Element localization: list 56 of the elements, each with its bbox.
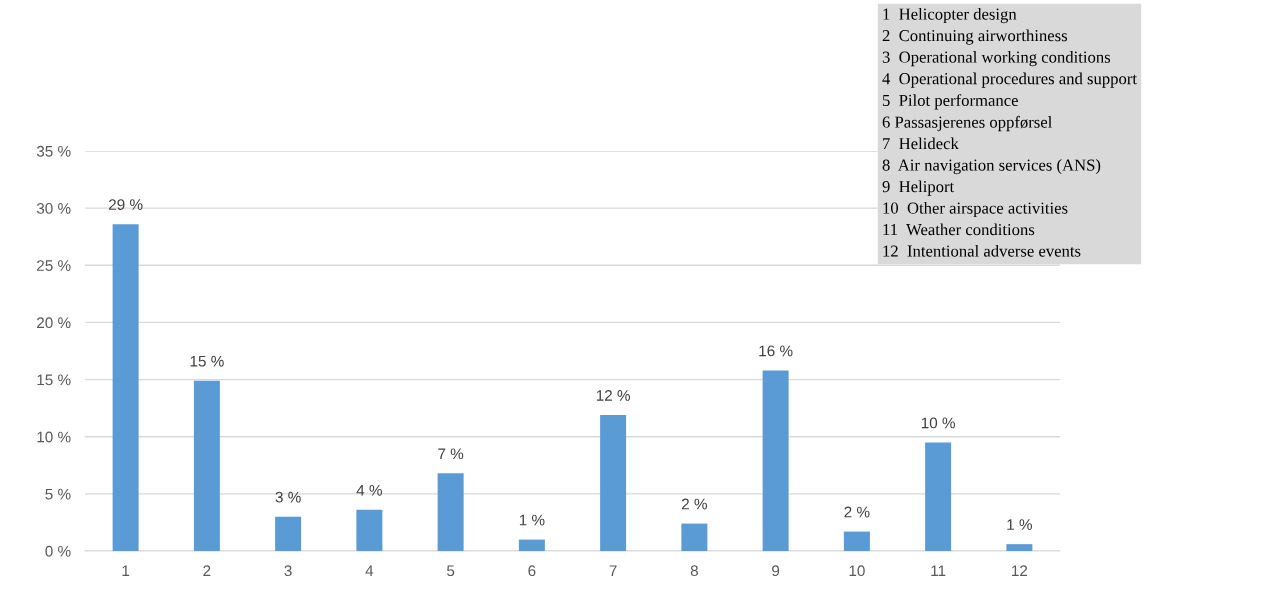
data-label: 10 %	[921, 417, 955, 429]
y-tick-label: 35 %	[36, 145, 71, 157]
x-tick-label: 12	[1012, 565, 1028, 576]
y-tick-label: 30 %	[36, 203, 71, 214]
text: 5 Pilot performance	[882, 94, 1018, 110]
x-tick-label: 1	[122, 565, 130, 576]
annotation: 12 Intentional adverse events	[883, 244, 1081, 257]
data-label: 1 %	[519, 514, 545, 526]
annotation: 8 Air navigation services (ANS)	[882, 158, 1101, 175]
data-label: 1 %	[1007, 519, 1032, 530]
text: 4 Operational procedures and support	[882, 72, 1137, 88]
bar	[356, 509, 383, 551]
x-tick-label: 5	[446, 565, 455, 577]
x-tick-label: 11	[931, 565, 946, 576]
text: 1 Helicopter design	[883, 8, 1017, 24]
data-label: 16 %	[759, 345, 793, 357]
data-label: 12 %	[596, 390, 630, 401]
x-tick-label: 4	[365, 565, 374, 576]
y-tick-label: 20 %	[37, 317, 71, 329]
y-tick-label: 15 %	[37, 374, 71, 386]
y-tick-label: 5 %	[45, 488, 71, 500]
bar	[518, 539, 545, 551]
bar	[762, 370, 789, 551]
bar	[112, 224, 139, 551]
bar	[275, 516, 302, 551]
text: 6 Passasjerenes oppførsel	[882, 115, 1052, 132]
data-label: 29 %	[108, 199, 143, 211]
bar	[1006, 544, 1033, 551]
data-label: 2 %	[681, 498, 707, 510]
bar	[437, 473, 464, 551]
data-label: 4 %	[356, 484, 382, 496]
x-tick-label: 2	[203, 565, 211, 576]
y-tick-label: 25 %	[37, 260, 71, 271]
x-tick-label: 8	[690, 565, 698, 577]
data-label: 7 %	[438, 448, 464, 460]
y-tick-label: 0 %	[45, 545, 71, 557]
text: 7 Helideck	[883, 137, 959, 150]
bar	[925, 442, 952, 551]
bar	[193, 380, 220, 551]
text: 3 Operational working conditions	[882, 51, 1111, 67]
text: 2 Continuing airworthiness	[882, 29, 1068, 45]
x-tick-label: 3	[284, 565, 292, 577]
y-tick-label: 10 %	[37, 431, 71, 443]
data-label: 15 %	[190, 355, 224, 367]
data-label: 3 %	[275, 491, 301, 503]
x-tick-label: 10	[849, 565, 865, 577]
data-label: 2 %	[844, 506, 870, 518]
x-tick-label: 6	[528, 565, 536, 577]
bar	[843, 531, 870, 551]
annotation: 11 Weather conditions	[883, 223, 1035, 236]
x-tick-label: 7	[609, 565, 617, 576]
annotation: 9 Heliport	[882, 180, 955, 196]
annotation: 10 Other airspace activities	[883, 201, 1068, 218]
bar	[681, 523, 708, 551]
bar	[600, 415, 627, 551]
x-tick-label: 9	[772, 565, 780, 577]
